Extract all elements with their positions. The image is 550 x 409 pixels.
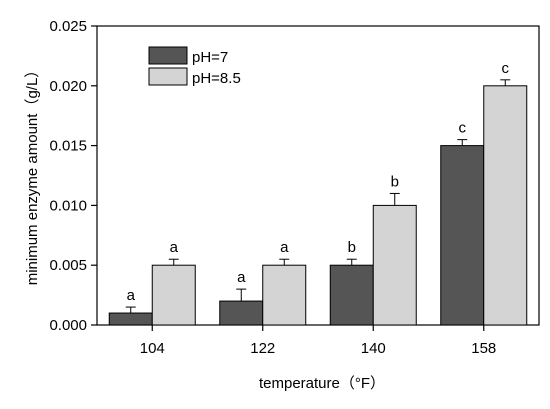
data-label: b <box>391 173 399 190</box>
y-tick-label: 0.020 <box>49 78 87 95</box>
data-label: b <box>348 239 356 256</box>
data-label: a <box>280 239 289 256</box>
y-tick-label: 0.005 <box>49 257 87 274</box>
y-axis-title: minimum enzyme amount（g/L） <box>24 63 41 286</box>
data-label: c <box>502 60 510 77</box>
plot-frame <box>96 25 540 326</box>
bar <box>262 264 307 326</box>
y-tick-label: 0.015 <box>49 138 87 155</box>
data-label: a <box>237 269 246 286</box>
legend-swatch <box>148 67 188 86</box>
bar <box>151 264 196 326</box>
data-label: a <box>127 287 136 304</box>
x-axis-title: temperature（°F） <box>259 375 385 392</box>
y-tick-label: 0.025 <box>49 18 87 35</box>
y-tick-label: 0.000 <box>49 317 87 334</box>
legend-label: pH=7 <box>192 49 228 66</box>
bar <box>440 145 485 326</box>
legend: pH=7 pH=8.5 <box>148 46 241 87</box>
x-tick-label: 104 <box>140 340 165 357</box>
legend-label: pH=8.5 <box>192 70 241 87</box>
bar <box>108 312 153 326</box>
data-label: c <box>459 120 467 137</box>
bar <box>329 264 374 326</box>
bar <box>372 204 417 326</box>
y-tick-label: 0.010 <box>49 197 87 214</box>
x-tick-label: 158 <box>471 340 496 357</box>
bar <box>483 85 528 326</box>
legend-swatch <box>148 46 188 65</box>
x-tick-label: 140 <box>361 340 386 357</box>
plot-area: 0.000 0.005 0.010 0.015 0.020 0.025 104 a a 122 a a… <box>49 18 540 357</box>
x-tick-label: 122 <box>250 340 275 357</box>
data-label: a <box>170 239 179 256</box>
bar <box>219 300 264 326</box>
